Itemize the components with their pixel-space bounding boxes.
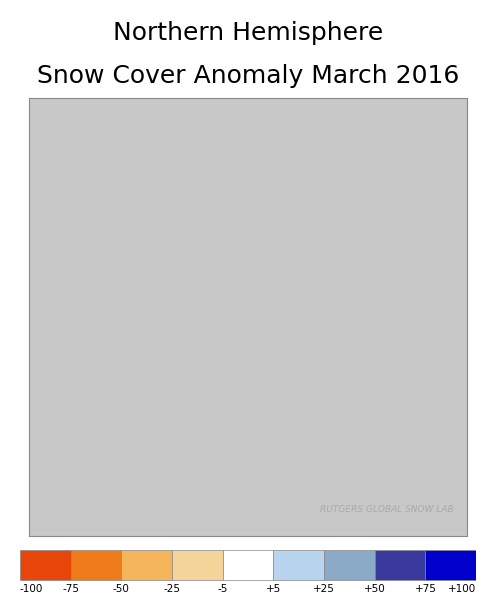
Text: -5: -5 [217,584,228,594]
Bar [426,550,476,580]
Text: Northern Hemisphere: Northern Hemisphere [113,21,383,45]
Bar [70,550,121,580]
Text: Snow Cover Anomaly March 2016: Snow Cover Anomaly March 2016 [37,64,459,88]
Text: +100: +100 [448,584,476,594]
Bar [324,550,375,580]
Text: +25: +25 [313,584,335,594]
Text: -25: -25 [164,584,181,594]
Text: +50: +50 [364,584,385,594]
Bar [375,550,426,580]
Bar [223,550,273,580]
Text: RUTGERS GLOBAL SNOW LAB: RUTGERS GLOBAL SNOW LAB [320,505,454,514]
Text: -100: -100 [20,584,43,594]
Text: -50: -50 [113,584,129,594]
Text: +5: +5 [266,584,281,594]
Bar [121,550,172,580]
Bar [20,550,70,580]
Text: -75: -75 [62,584,79,594]
Bar [172,550,223,580]
Bar [273,550,324,580]
Text: +75: +75 [415,584,436,594]
